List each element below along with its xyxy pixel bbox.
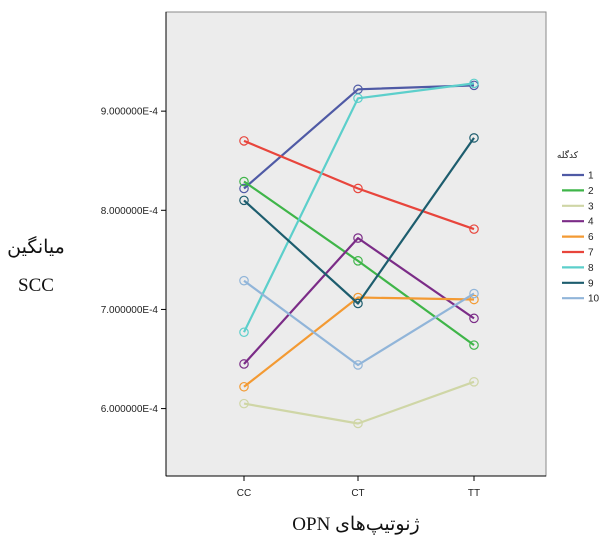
legend-item-3: 3: [562, 201, 594, 212]
series-line-10: [243, 279, 475, 367]
y-tick-label: 9.000000E-4: [101, 107, 159, 118]
legend-item-10: 10: [562, 294, 600, 305]
data-point: [353, 256, 363, 266]
data-point: [353, 183, 363, 194]
x-tick-label-cc: CC: [237, 488, 251, 499]
data-point: [353, 93, 363, 104]
series-7: [239, 136, 479, 234]
series-line-1: [243, 84, 475, 190]
data-point: [469, 313, 479, 324]
series-9: [239, 133, 479, 309]
series-line-6: [243, 296, 475, 388]
series-line-9: [243, 137, 475, 305]
data-point: [469, 340, 479, 350]
data-point: [469, 133, 479, 143]
series-10: [239, 275, 479, 370]
y-axis-label-line-2: SCC: [18, 275, 54, 296]
legend-label: 8: [588, 263, 594, 274]
legend-label: 7: [588, 248, 594, 259]
x-tick-label-tt: TT: [468, 488, 480, 499]
data-point: [239, 176, 249, 187]
legend-item-2: 2: [562, 186, 594, 197]
legend-item-1: 1: [562, 171, 594, 182]
data-point: [239, 398, 249, 409]
series-line-3: [243, 380, 475, 425]
series-3: [239, 377, 479, 429]
data-point: [239, 195, 249, 206]
legend-item-9: 9: [562, 278, 594, 289]
legend-label: 9: [588, 278, 594, 289]
data-point: [469, 78, 479, 89]
legend-label: 4: [588, 217, 594, 228]
legend-item-6: 6: [562, 232, 594, 243]
data-point: [469, 224, 479, 234]
y-tick-label: 7.000000E-4: [101, 305, 159, 316]
legend-item-7: 7: [562, 248, 594, 259]
legend: کدگله 1 2 3 4 6 7 8 9 10: [557, 149, 600, 305]
series-line-8: [243, 82, 475, 333]
data-point: [239, 183, 249, 194]
series-line-4: [243, 237, 475, 365]
y-axis-label-line-1: میانگین: [7, 235, 65, 258]
data-point: [239, 327, 249, 338]
data-point: [239, 381, 249, 392]
data-point: [239, 275, 249, 286]
data-point: [353, 233, 363, 243]
legend-label: 6: [588, 232, 594, 243]
plot-area: [165, 11, 547, 477]
x-axis-label: ژنوتیپ‌های OPN: [292, 514, 419, 535]
data-point: [353, 418, 363, 429]
data-point: [353, 298, 363, 309]
series-8: [239, 78, 479, 338]
legend-label: 1: [588, 171, 594, 182]
y-tick-label: 6.000000E-4: [101, 404, 159, 415]
data-point: [469, 288, 479, 299]
y-axis: 6.000000E-4 7.000000E-4 8.000000E-4 9.00000…: [101, 12, 167, 476]
x-axis: CC CT TT: [166, 475, 546, 499]
data-point: [469, 377, 479, 387]
legend-label: 3: [588, 201, 594, 212]
series-line-7: [243, 139, 475, 231]
legend-item-4: 4: [562, 217, 594, 228]
data-point: [239, 359, 249, 369]
data-point: [353, 360, 363, 370]
series-group: [239, 78, 479, 429]
series-4: [239, 233, 479, 369]
legend-label: 2: [588, 186, 594, 197]
legend-label: 10: [588, 294, 600, 305]
x-tick-label-ct: CT: [351, 488, 364, 499]
legend-item-8: 8: [562, 263, 594, 274]
data-point: [239, 136, 249, 146]
data-point: [469, 294, 479, 305]
legend-title: کدگله: [557, 149, 579, 161]
y-tick-label: 8.000000E-4: [101, 206, 159, 217]
